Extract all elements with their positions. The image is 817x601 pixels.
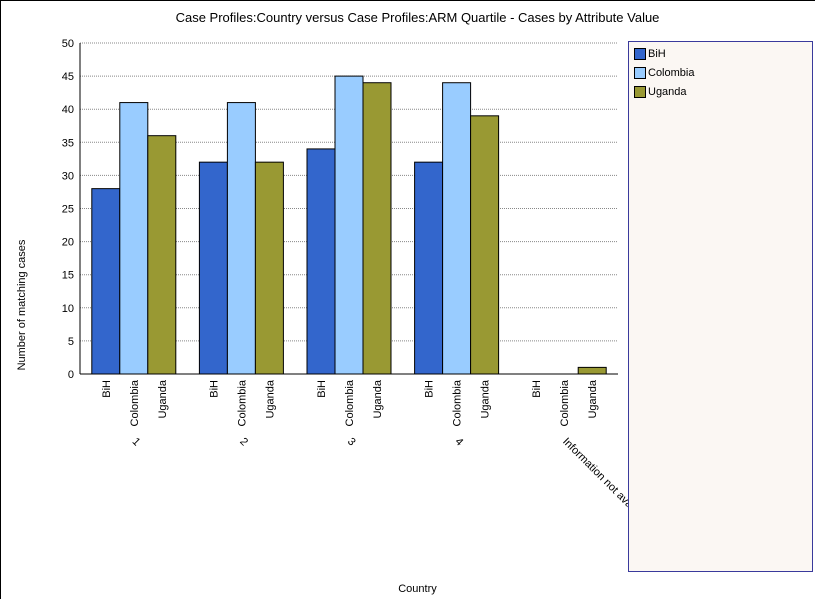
group-label: 3 bbox=[345, 436, 358, 449]
bar-category-label: Uganda bbox=[157, 379, 169, 418]
bar-category-label: Colombia bbox=[344, 379, 356, 426]
group-label: 2 bbox=[237, 436, 250, 449]
legend-item-colombia: Colombia bbox=[634, 66, 694, 80]
y-tick-label: 20 bbox=[62, 237, 74, 249]
bar-bih-4 bbox=[414, 161, 444, 375]
y-tick-label: 35 bbox=[62, 137, 74, 149]
bar-category-label: BiH bbox=[101, 380, 113, 398]
bar-colombia-4 bbox=[442, 82, 472, 375]
legend-label-bih: BiH bbox=[648, 48, 666, 60]
bar-category-label: Colombia bbox=[236, 379, 248, 426]
bar-uganda-2 bbox=[254, 161, 284, 375]
y-tick-label: 50 bbox=[62, 38, 74, 50]
bar-uganda-4 bbox=[470, 115, 500, 375]
legend: BiH Colombia Uganda bbox=[628, 41, 813, 572]
y-tick-label: 0 bbox=[68, 369, 74, 381]
bar-bih-2 bbox=[198, 161, 228, 375]
group-label: 1 bbox=[130, 436, 143, 449]
bar-bih-1 bbox=[91, 188, 121, 375]
bar-uganda-5 bbox=[577, 366, 607, 375]
bar-category-label: Uganda bbox=[587, 379, 599, 418]
bar-category-label: BiH bbox=[424, 380, 436, 398]
bar-category-label: Uganda bbox=[480, 379, 492, 418]
y-tick-label: 30 bbox=[62, 170, 74, 182]
bar-category-label: Colombia bbox=[129, 379, 141, 426]
bar-category-label: BiH bbox=[531, 380, 543, 398]
bar-category-label: Uganda bbox=[372, 379, 384, 418]
chart-title: Case Profiles:Country versus Case Profil… bbox=[175, 10, 660, 25]
group-label: 4 bbox=[452, 436, 465, 449]
bar-colombia-3 bbox=[334, 75, 364, 375]
y-tick-label: 40 bbox=[62, 104, 74, 116]
y-tick-label: 15 bbox=[62, 270, 74, 282]
bar-uganda-3 bbox=[362, 82, 392, 375]
bar-colombia-1 bbox=[119, 102, 149, 375]
x-axis-label: Country bbox=[398, 583, 437, 595]
y-tick-label: 10 bbox=[62, 303, 74, 315]
legend-item-bih: BiH bbox=[634, 47, 666, 61]
bar-bih-3 bbox=[306, 148, 336, 375]
legend-label-uganda: Uganda bbox=[648, 86, 687, 98]
legend-swatch-uganda bbox=[634, 86, 646, 98]
bar-category-label: BiH bbox=[316, 380, 328, 398]
legend-label-colombia: Colombia bbox=[648, 67, 695, 79]
bar-category-label: Colombia bbox=[452, 379, 464, 426]
y-tick-label: 5 bbox=[68, 336, 74, 348]
legend-swatch-bih bbox=[634, 48, 646, 60]
legend-item-uganda: Uganda bbox=[634, 85, 687, 99]
legend-swatch-colombia bbox=[634, 67, 646, 79]
y-tick-label: 25 bbox=[62, 204, 74, 216]
bar-category-label: Uganda bbox=[264, 379, 276, 418]
bar-category-label: Colombia bbox=[559, 379, 571, 426]
bar-category-label: BiH bbox=[208, 380, 220, 398]
bar-uganda-1 bbox=[147, 135, 177, 375]
y-tick-label: 45 bbox=[62, 71, 74, 83]
bar-colombia-2 bbox=[226, 102, 256, 375]
